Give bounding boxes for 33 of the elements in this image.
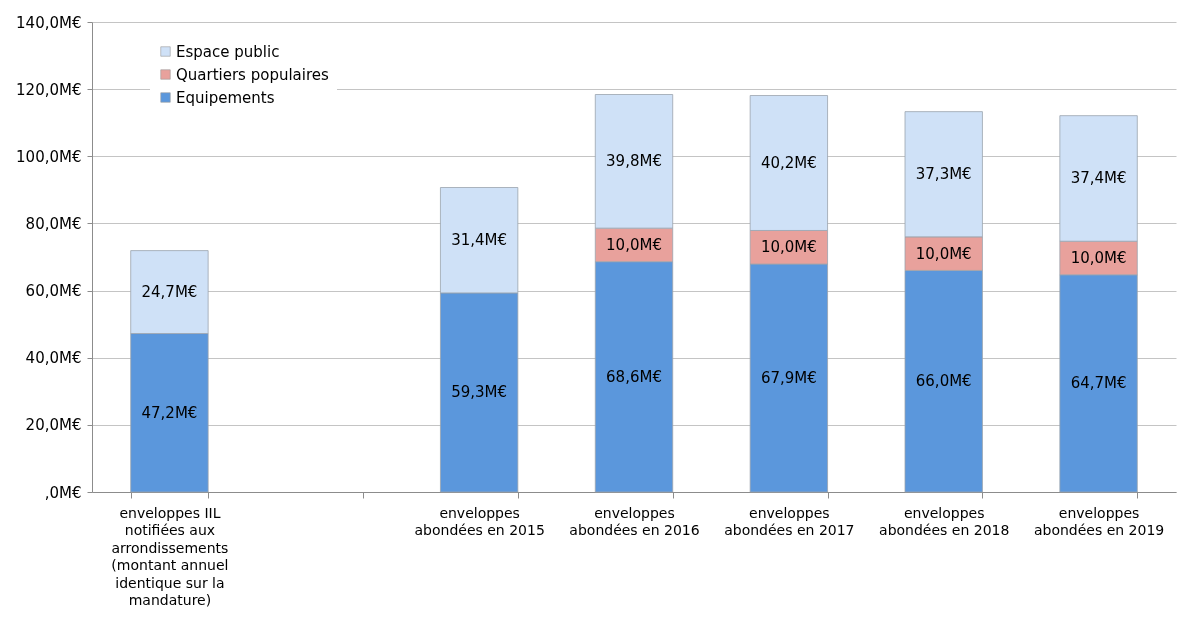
data-label: 31,4M€: [451, 231, 508, 250]
data-label: 37,3M€: [915, 165, 972, 184]
data-label: 39,8M€: [606, 152, 662, 171]
data-label: 10,0M€: [1070, 249, 1127, 268]
data-label: 10,0M€: [606, 235, 662, 254]
x-tick-label: enveloppes abondées en 2016: [569, 504, 700, 538]
y-tick-label: 60,0M€: [25, 282, 82, 301]
data-label: 67,9M€: [760, 369, 817, 388]
y-tick-label: 120,0M€: [16, 80, 82, 99]
x-tick-label: enveloppes abondées en 2017: [724, 504, 855, 538]
data-label: 68,6M€: [606, 367, 662, 386]
data-label: 64,7M€: [1070, 374, 1127, 393]
x-tick-label: enveloppes abondées en 2019: [1033, 504, 1165, 538]
legend-label: Quartiers populaires: [176, 65, 330, 84]
y-tick-label: 40,0M€: [25, 349, 82, 368]
x-tick-label: enveloppes IIL notifiées aux arrondissements (montant annuel identique sur la mandature): [111, 504, 229, 608]
data-label: 66,0M€: [915, 372, 972, 391]
data-label: 10,0M€: [915, 244, 972, 263]
y-tick-label: 20,0M€: [25, 416, 82, 435]
legend-label: Espace public: [176, 42, 280, 61]
data-label: 10,0M€: [760, 238, 817, 257]
data-label: 37,4M€: [1070, 169, 1127, 188]
data-label: 59,3M€: [451, 383, 508, 402]
x-tick-label: enveloppes abondées en 2015: [414, 504, 545, 538]
x-tick-label: enveloppes abondées en 2018: [879, 504, 1010, 538]
y-tick-label: 100,0M€: [16, 147, 82, 166]
legend-label: Equipements: [176, 88, 275, 107]
y-tick-label: 80,0M€: [25, 214, 82, 233]
y-tick-label: 140,0M€: [16, 13, 82, 32]
data-label: 40,2M€: [760, 154, 817, 172]
data-label: 47,2M€: [141, 403, 198, 422]
data-label: 24,7M€: [141, 283, 198, 302]
y-tick-label: ,0M€: [44, 483, 82, 502]
